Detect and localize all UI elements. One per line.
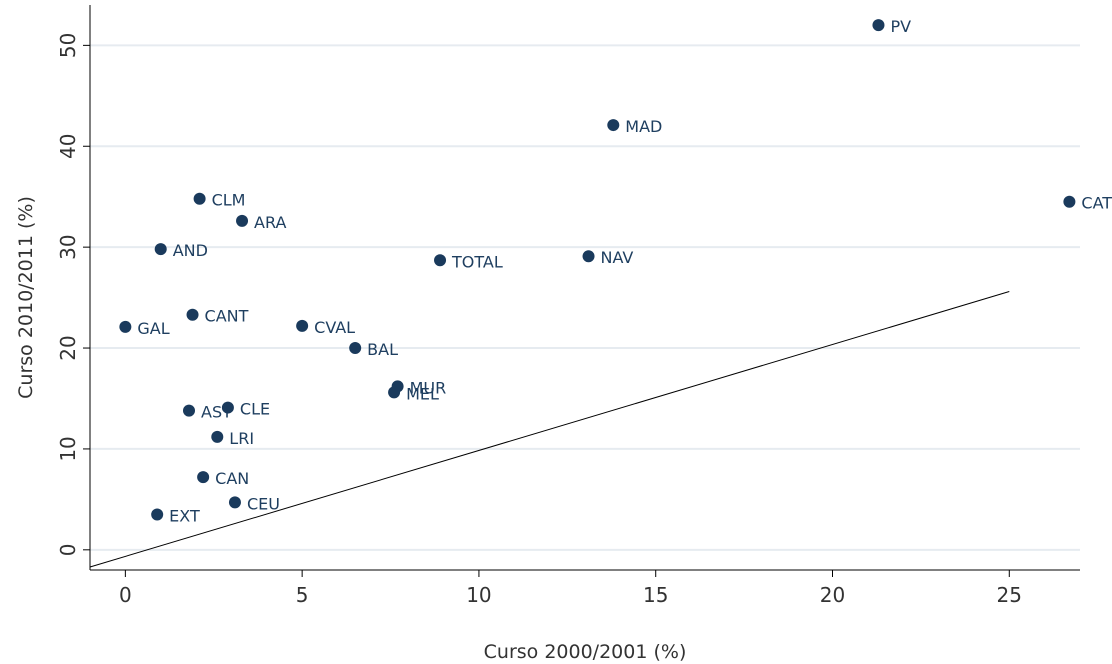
y-tick-label: 10: [56, 436, 80, 461]
reference-line: [89, 291, 1010, 568]
data-point-ast: [183, 404, 195, 417]
axes-layer: [89, 5, 1080, 571]
data-point-ext: [151, 508, 164, 521]
point-label-total: TOTAL: [451, 252, 503, 271]
data-point-and: [154, 243, 167, 256]
point-label-ext: EXT: [169, 507, 200, 526]
point-label-mur: MUR: [410, 378, 447, 397]
point-label-cant: CANT: [205, 307, 249, 326]
x-tick-label: 20: [820, 583, 845, 607]
point-label-gal: GAL: [137, 319, 169, 338]
grid-layer: [90, 44, 1080, 551]
y-tick-label: 0: [56, 543, 80, 556]
x-tick-label: 10: [466, 583, 491, 607]
x-tick-label: 25: [997, 583, 1022, 607]
data-point-nav: [582, 250, 595, 263]
points-layer: PV MAD CAT CLM ARA AND TOTAL NAV GAL CANT CVAL BAL M…: [119, 17, 1112, 526]
point-label-cle: CLE: [240, 400, 270, 419]
data-point-cle: [221, 401, 234, 414]
point-label-pv: PV: [890, 17, 911, 36]
data-point-total: [434, 254, 447, 267]
point-label-ceu: CEU: [247, 494, 280, 513]
data-point-gal: [119, 320, 132, 333]
point-label-mad: MAD: [625, 117, 662, 136]
data-point-cant: [186, 308, 199, 321]
y-tick-label: 20: [56, 335, 80, 360]
point-label-lri: LRI: [229, 429, 254, 448]
x-tick-label: 15: [643, 583, 668, 607]
data-point-clm: [193, 192, 206, 205]
data-point-ara: [236, 214, 249, 227]
x-tick-label: 5: [296, 583, 309, 607]
point-label-cval: CVAL: [314, 318, 355, 337]
data-point-mad: [607, 119, 620, 132]
ticks-layer: 0 5 10 15 20 25 0 10 20 30 40 50: [56, 33, 1022, 607]
point-label-ara: ARA: [254, 213, 286, 232]
data-point-mel: [388, 386, 401, 399]
x-axis-title: Curso 2000/2001 (%): [484, 641, 687, 663]
y-tick-label: 30: [56, 234, 80, 259]
x-tick-label: 0: [119, 583, 132, 607]
point-label-bal: BAL: [367, 340, 398, 359]
data-point-pv: [872, 19, 885, 32]
point-label-clm: CLM: [212, 191, 246, 210]
data-point-cval: [296, 319, 309, 332]
y-axis-title: Curso 2010/2011 (%): [15, 196, 37, 399]
point-label-mel: MEL: [406, 384, 439, 403]
data-point-bal: [349, 342, 362, 355]
point-label-nav: NAV: [601, 248, 634, 267]
refline-layer: [89, 291, 1010, 568]
data-point-lri: [211, 430, 224, 443]
y-tick-label: 40: [56, 134, 80, 159]
point-label-and: AND: [173, 241, 208, 260]
point-label-cat: CAT: [1081, 194, 1112, 213]
data-point-ceu: [228, 496, 241, 509]
point-label-can: CAN: [215, 469, 249, 488]
data-point-can: [197, 471, 210, 484]
y-tick-label: 50: [56, 33, 80, 58]
data-point-cat: [1063, 195, 1076, 208]
